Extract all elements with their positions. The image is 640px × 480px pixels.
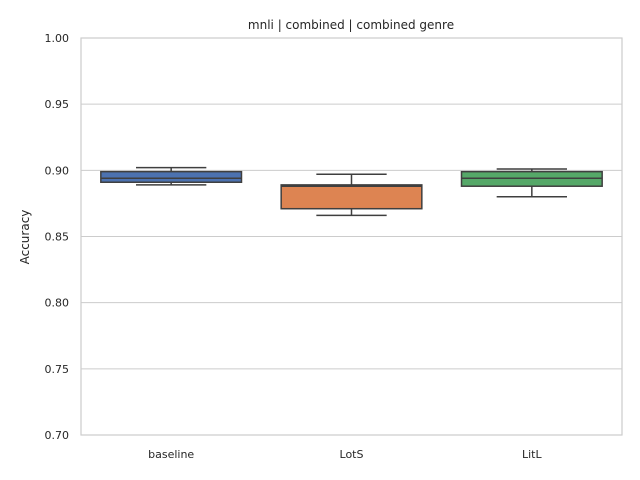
y-tick-label: 0.70 bbox=[45, 429, 70, 442]
x-tick-label: LitL bbox=[522, 448, 542, 461]
plot-area-frame bbox=[80, 37, 623, 436]
iqr-box bbox=[280, 184, 423, 210]
box-baseline bbox=[100, 166, 243, 186]
x-tick-labels: baseline LotS LitL bbox=[148, 448, 542, 461]
y-tick-label: 1.00 bbox=[45, 32, 70, 45]
y-axis-label: Accuracy bbox=[18, 210, 32, 265]
y-tick-label: 0.85 bbox=[45, 231, 70, 244]
x-tick-label: baseline bbox=[148, 448, 194, 461]
boxes bbox=[100, 166, 603, 217]
chart-title: mnli | combined | combined genre bbox=[248, 18, 454, 32]
y-tick-labels: 0.70 0.75 0.80 0.85 0.90 0.95 1.00 bbox=[45, 32, 70, 442]
y-tick-label: 0.75 bbox=[45, 363, 70, 376]
box-LotS bbox=[280, 173, 423, 217]
x-tick-label: LotS bbox=[340, 448, 364, 461]
iqr-box bbox=[100, 170, 243, 183]
y-tick-label: 0.95 bbox=[45, 98, 70, 111]
y-tick-label: 0.80 bbox=[45, 297, 70, 310]
y-gridlines bbox=[81, 37, 622, 436]
y-tick-label: 0.90 bbox=[45, 164, 70, 177]
box-LitL bbox=[460, 168, 603, 198]
